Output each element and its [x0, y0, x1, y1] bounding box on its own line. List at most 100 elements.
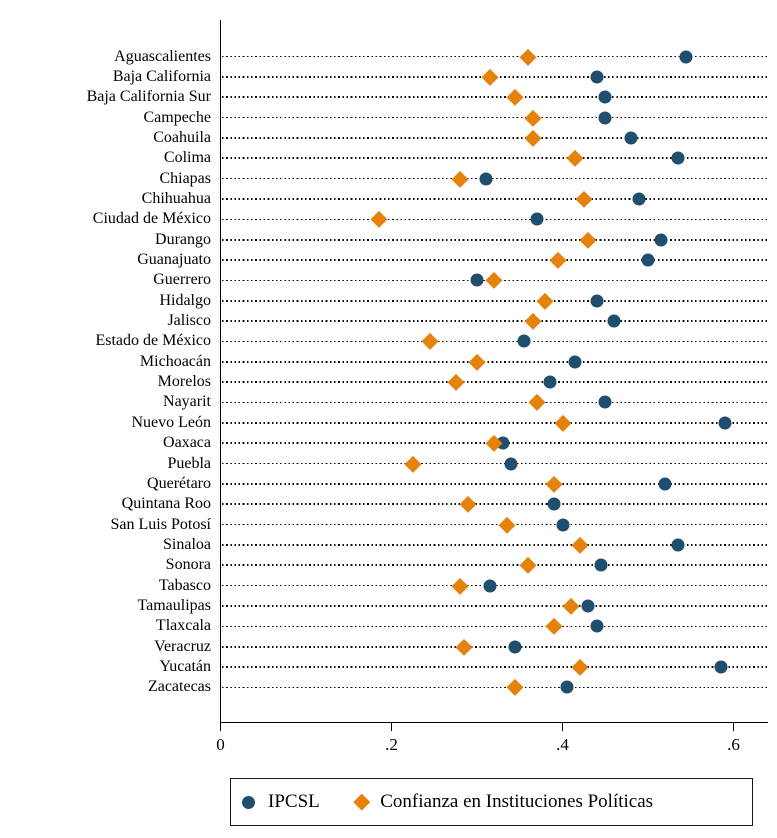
category-label: Hidalgo	[159, 291, 211, 309]
ipcsl-data-point	[598, 111, 612, 125]
category-gridline	[221, 462, 768, 465]
category-label: Nuevo León	[131, 413, 211, 431]
category-label: Tlaxcala	[155, 617, 211, 635]
category-gridline	[221, 564, 768, 567]
confianza-data-point	[481, 68, 498, 85]
confianza-data-point	[524, 129, 541, 147]
x-axis-tick	[561, 723, 564, 732]
ipcsl-data-point	[479, 172, 493, 186]
category-label: Morelos	[157, 373, 211, 391]
category-label: Coahuila	[153, 128, 211, 146]
category-gridline	[221, 401, 768, 404]
confianza-data-point	[545, 618, 563, 635]
ipcsl-data-point	[508, 640, 522, 654]
category-label: Tabasco	[158, 576, 211, 594]
ipcsl-data-point	[530, 212, 544, 226]
category-gridline	[221, 360, 768, 363]
category-gridline	[221, 645, 768, 648]
x-axis-tick-label: .6	[727, 734, 740, 754]
category-label: Colima	[163, 149, 211, 167]
category-label: San Luis Potosí	[110, 515, 211, 533]
ipcsl-data-point	[483, 579, 497, 593]
category-gridline	[221, 137, 768, 139]
confianza-data-point	[575, 190, 593, 208]
category-label: Baja California Sur	[86, 88, 211, 106]
ipcsl-data-point	[568, 355, 582, 369]
x-axis-tick	[390, 723, 393, 732]
ipcsl-data-point	[607, 314, 621, 328]
category-label: Durango	[155, 230, 211, 248]
category-gridline	[221, 625, 768, 628]
ipcsl-legend-marker-icon	[242, 795, 255, 809]
confianza-data-point	[524, 312, 541, 330]
confianza-data-point	[550, 251, 567, 269]
ipcsl-data-point	[671, 151, 685, 165]
category-gridline	[221, 686, 768, 689]
category-gridline	[221, 116, 768, 119]
ipcsl-data-point	[658, 477, 672, 491]
confianza-data-point	[485, 272, 503, 289]
ipcsl-data-point	[560, 680, 574, 694]
category-gridline	[221, 177, 768, 180]
x-axis-tick-label: .4	[556, 734, 569, 754]
confianza-data-point	[537, 292, 554, 309]
x-axis-tick-label: .2	[385, 734, 398, 754]
category-label: Yucatán	[159, 658, 211, 675]
ipcsl-data-point	[556, 518, 569, 532]
ipcsl-data-point	[547, 497, 561, 511]
category-label: Quintana Roo	[121, 495, 211, 513]
confianza-data-point	[567, 150, 584, 167]
category-gridline	[221, 299, 768, 302]
ipcsl-data-point	[470, 273, 484, 287]
ipcsl-data-point	[632, 192, 646, 206]
category-gridline	[221, 340, 768, 343]
category-label: Veracruz	[154, 637, 211, 655]
confianza-data-point	[507, 89, 524, 106]
category-label: Oaxaca	[163, 434, 211, 452]
confianza-data-point	[554, 414, 571, 431]
category-gridline	[221, 238, 768, 241]
category-gridline	[221, 381, 768, 383]
confianza-data-point	[468, 353, 486, 370]
category-gridline	[221, 96, 768, 99]
category-label: Aguascalientes	[114, 47, 211, 65]
x-axis-tick	[732, 723, 735, 732]
ipcsl-data-point	[598, 90, 612, 104]
category-gridline	[221, 666, 768, 668]
category-gridline	[221, 198, 768, 200]
category-label: Chihuahua	[141, 189, 211, 207]
category-gridline	[221, 544, 768, 546]
ipcsl-data-point	[590, 294, 604, 308]
ipcsl-data-point	[590, 619, 604, 633]
ipcsl-data-point	[517, 334, 531, 348]
confianza-data-point	[571, 536, 588, 554]
confianza-data-point	[545, 475, 563, 492]
category-label: Ciudad de México	[92, 210, 211, 228]
category-label: Querétaro	[147, 474, 211, 492]
category-gridline	[221, 523, 768, 526]
category-gridline	[221, 259, 768, 261]
x-axis-tick-label: 0	[216, 734, 225, 754]
category-label: Tamaulipas	[137, 596, 211, 614]
category-gridline	[221, 483, 768, 485]
ipcsl-legend-label: IPCSL	[268, 791, 320, 812]
legend: IPCSL Confianza en Instituciones Polític…	[230, 778, 753, 826]
ipcsl-data-point	[581, 599, 595, 613]
confianza-data-point	[451, 170, 469, 187]
category-gridline	[221, 157, 768, 160]
confianza-legend-label: Confianza en Instituciones Políticas	[380, 791, 654, 812]
y-axis-line	[219, 20, 222, 724]
category-gridline	[221, 218, 768, 221]
category-label: Baja California	[112, 67, 211, 85]
confianza-data-point	[451, 577, 469, 594]
confianza-data-point	[370, 211, 387, 228]
ipcsl-data-point	[590, 70, 604, 84]
category-label: Campeche	[143, 108, 211, 126]
category-label: Sonora	[165, 556, 211, 574]
ipcsl-data-point	[543, 375, 557, 389]
category-label: Jalisco	[167, 312, 211, 330]
ipcsl-data-point	[594, 558, 608, 572]
ipcsl-data-point	[718, 416, 732, 430]
confianza-data-point	[498, 516, 516, 533]
